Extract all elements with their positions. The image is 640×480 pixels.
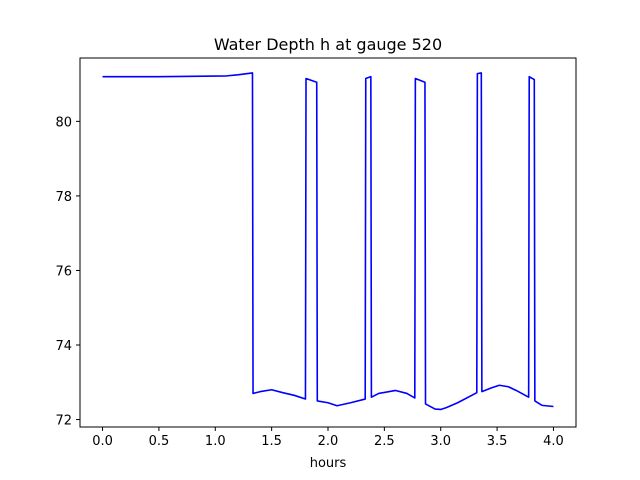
y-tick-label: 80: [55, 115, 72, 130]
x-tick-label: 2.5: [374, 434, 395, 449]
x-tick-label: 1.5: [261, 434, 282, 449]
y-tick-label: 74: [55, 339, 72, 354]
x-tick-label: 3.5: [487, 434, 508, 449]
y-tick-label: 78: [55, 190, 72, 205]
x-tick-label: 4.0: [543, 434, 564, 449]
y-tick-label: 76: [55, 264, 72, 279]
x-tick-label: 0.5: [149, 434, 170, 449]
series-line-1: [102, 72, 554, 411]
x-tick-label: 3.0: [430, 434, 451, 449]
x-tick-label: 2.0: [318, 434, 339, 449]
chart-title: Water Depth h at gauge 520: [214, 35, 442, 54]
series-layer: [102, 72, 554, 411]
x-tick-label: 0.0: [92, 434, 113, 449]
x-tick-label: 1.0: [205, 434, 226, 449]
x-axis-label: hours: [310, 456, 347, 471]
y-tick-label: 72: [55, 414, 72, 429]
x-axis: 0.0 0.5 1.0 1.5 2.0 2.5 3.0 3.5 4.0: [92, 427, 564, 449]
y-axis: 72 74 76 78 80: [55, 115, 80, 429]
